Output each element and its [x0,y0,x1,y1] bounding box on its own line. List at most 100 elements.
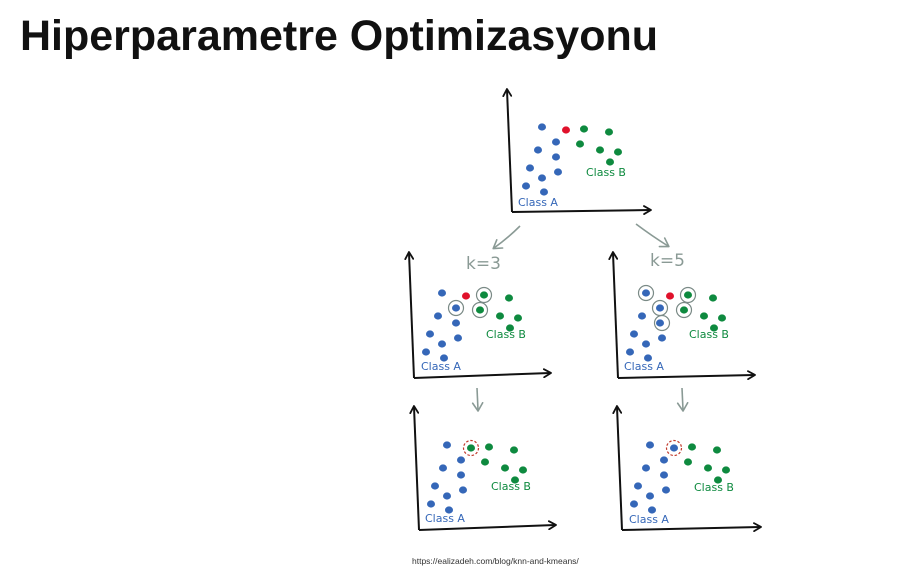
class-a-point [445,506,453,514]
class-a-point [648,506,656,514]
class-a-point [457,471,465,479]
class-b-point [576,140,584,148]
class-b-label: Class B [491,480,531,493]
class-b-point [704,464,712,472]
class-b-point [580,125,588,133]
class-b-point [505,294,513,302]
y-axis [612,405,623,531]
neighbor-ring [653,314,671,332]
class-b-point [511,476,519,484]
panel-original [502,88,652,215]
class-a-point [644,354,652,362]
y-axis [502,88,513,213]
class-b-point [501,464,509,472]
class-a-point [452,319,460,327]
class-a-point [642,464,650,472]
data-points [422,123,730,514]
class-b-point [519,466,527,474]
class-a-point [626,348,634,356]
class-a-point [431,482,439,490]
neighbor-ring [475,286,493,304]
query-point-classified [467,444,475,452]
class-b-point [714,476,722,484]
class-b-point [605,128,613,136]
class-a-point [457,456,465,464]
class-a-point [443,441,451,449]
k5-label: k=5 [650,251,685,271]
class-a-label: Class A [624,360,664,373]
query-point [462,292,470,300]
class-b-label: Class B [586,166,626,179]
class-a-label: Class A [629,513,669,526]
class-a-point [427,500,435,508]
class-b-point [684,291,692,299]
x-axis [621,522,762,533]
class-a-point [656,319,664,327]
class-a-point [443,492,451,500]
y-axis [409,405,420,531]
query-point-classified [670,444,678,452]
class-b-point [713,446,721,454]
class-a-label: Class A [425,512,465,525]
class-a-point [662,486,670,494]
class-b-point [480,291,488,299]
class-a-point [552,138,560,146]
class-a-point [434,312,442,320]
slide-title: Hiperparametre Optimizasyonu [20,12,659,60]
class-b-point [606,158,614,166]
class-a-point [439,464,447,472]
class-b-point [485,443,493,451]
class-a-point [440,354,448,362]
class-a-point [534,146,542,154]
class-a-point [646,441,654,449]
class-a-point [642,340,650,348]
class-a-point [554,168,562,176]
class-a-point [642,289,650,297]
class-b-point [506,324,514,332]
class-a-point [660,456,668,464]
class-b-label: Class B [486,328,526,341]
class-a-point [552,153,560,161]
prediction-ring [462,439,480,457]
panel-k3-neighbors [404,251,552,379]
class-a-point [454,334,462,342]
class-a-point [459,486,467,494]
arrow-to-k5 [635,223,670,248]
class-a-point [526,164,534,172]
panel-k3-result [409,405,557,531]
prediction-ring [665,439,683,457]
class-a-point [634,482,642,490]
neighbor-ring [679,286,697,304]
x-axis [418,520,557,531]
class-b-point [709,294,717,302]
class-a-label: Class A [518,196,558,209]
class-a-point [426,330,434,338]
class-a-point [438,289,446,297]
class-a-point [522,182,530,190]
y-axis [608,251,619,379]
class-a-point [656,304,664,312]
class-a-point [422,348,430,356]
class-a-point [630,500,638,508]
arrow-k5-down [676,387,689,412]
class-a-point [452,304,460,312]
panel-k5-neighbors [608,251,756,381]
class-a-point [638,312,646,320]
arrow-to-k3 [492,225,521,250]
class-b-point [710,324,718,332]
class-a-point [646,492,654,500]
class-a-point [538,123,546,131]
neighbor-ring [637,284,655,302]
class-b-point [481,458,489,466]
class-b-point [514,314,522,322]
class-a-label: Class A [421,360,461,373]
neighbor-ring [675,301,693,319]
source-link[interactable]: https://ealizadeh.com/blog/knn-and-kmean… [412,556,579,566]
x-axis [617,370,756,381]
class-a-point [660,471,668,479]
class-b-point [510,446,518,454]
flow-arrows [471,223,689,412]
class-a-point [538,174,546,182]
neighbor-ring [447,299,465,317]
